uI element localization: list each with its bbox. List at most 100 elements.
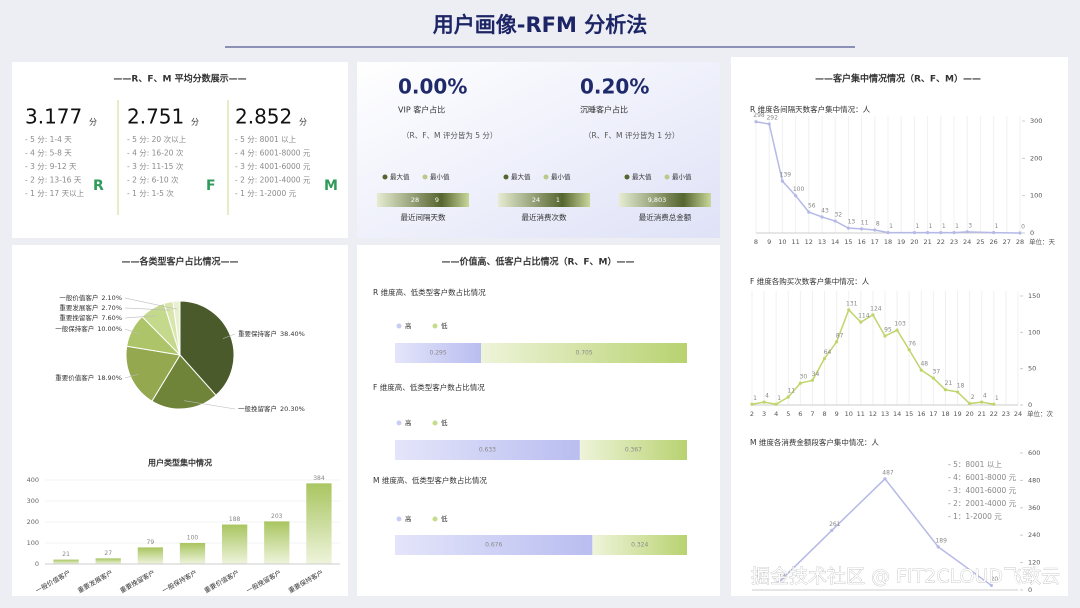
x-tick-label: 14 [831,238,839,246]
x-tick-label: 3 [762,410,766,418]
slice-name: 重要保持客户 [238,329,277,338]
x-tick-label: 12 [869,410,877,418]
legend-label: 最小值 [672,172,692,181]
value-label: 1 [929,223,933,230]
kpi-value: 0.20% [580,75,649,99]
legend-dot [396,420,402,426]
value-label: 298 [753,112,765,119]
x-tick-label: 8 [822,410,826,418]
slice-name: 一般保持客户 [55,324,94,333]
value-label: 1 [889,223,893,230]
concentration-title: ——客户集中情况情况（R、F、M）—— [815,73,981,85]
score-unit: 分 [89,118,97,127]
value-label: 0 [1021,224,1025,231]
bar [306,483,332,564]
x-tick-label: 10 [845,410,853,418]
value-label: 2 [971,394,975,401]
value-label: 0.324 [631,542,648,549]
x-tick-label: 21 [978,410,986,418]
pie-slice [125,345,181,402]
legend-text: - 2：2001-4000 元 [948,499,1017,508]
x-tick-label: 23 [1002,410,1010,418]
point [943,388,948,392]
y-tick-label: 240 [1028,531,1040,539]
point [968,401,972,406]
x-tick-label: 6 [798,410,802,418]
value-label: 33 [778,573,786,580]
score-letter: R [93,178,104,194]
value-label: 1 [995,223,999,230]
point [992,402,996,406]
concentration-panel [731,57,1068,596]
pie-label: 重要挽留客户 7.60% [59,313,122,322]
y-tick-label: 100 [27,539,39,547]
point [952,231,956,235]
value-label: 76 [908,340,916,347]
value-label: 103 [894,321,906,328]
x-tick-label: 15 [844,238,852,246]
slice-name: 一般价值客户 [59,293,98,302]
range-label: 最近间隔天数 [401,212,446,222]
point [907,348,911,352]
value-label: 131 [846,300,858,307]
group-title: M 维度高、低类型客户数占比情况 [373,475,487,485]
legend-dot [624,174,630,180]
pie-label: 一般挽留客户 20.30% [238,404,305,413]
stack-segment [395,535,593,555]
point [810,378,815,382]
value-label: 1 [955,223,959,230]
y-tick-label: 480 [1028,476,1040,484]
stack-segment [395,343,482,363]
value-label: 292 [766,114,778,121]
legend-dot [422,174,428,180]
pie-slice [151,354,217,410]
value-label: 487 [882,469,894,476]
group-title: R 维度高、低类型客户数占比情况 [373,287,486,297]
score-rule: - 4 分: 5-8 天 [25,149,72,158]
legend-dot [432,420,438,426]
value-label: 8 [876,221,880,228]
y-tick-label: 0 [1028,401,1032,409]
point [780,179,785,183]
x-tick-label: 22 [990,410,998,418]
chart-title: M 维度各消费金额段客户集中情况：人 [750,437,879,447]
leader-line [124,307,171,311]
page-title: 用户画像-RFM 分析法 [433,13,647,37]
y-tick-label: 100 [1028,328,1040,336]
value-label: 43 [821,207,829,214]
point [798,381,802,385]
value-label: 37 [933,369,941,376]
point [883,334,887,338]
point [762,400,766,404]
slice-name: 重要挽留客户 [59,313,98,322]
legend-label: 低 [441,321,448,330]
point [786,395,790,399]
x-tick-label: 16 [857,238,865,246]
slice-value: 38.40% [280,330,305,338]
point [886,231,890,235]
point [1018,231,1022,235]
score-value: 3.177 [25,105,82,129]
point [989,583,994,588]
legend-dot [382,174,388,180]
y-tick-label: 200 [1030,154,1042,162]
value-label: 100 [187,535,199,542]
score-rule: - 2 分: 13-16 天 [25,176,82,185]
point [833,219,837,223]
point [794,194,798,198]
value-label: 1 [777,395,781,402]
slice-name: 一般挽留客户 [238,404,277,413]
legend-label: 高 [405,514,412,523]
point [992,231,996,235]
score-unit: 分 [299,118,307,127]
slice-value: 2.70% [101,304,122,312]
point [822,356,827,361]
legend-label: 最小值 [551,172,571,181]
x-tick-label: 9 [767,238,771,246]
value-label: 11 [861,219,869,226]
leader-line [124,328,140,335]
value-label: 0.705 [575,350,592,357]
group-title: F 维度高、低类型客户数占比情况 [373,382,485,392]
value-label: 1 [753,395,757,402]
y-tick-label: 0 [1028,586,1032,594]
